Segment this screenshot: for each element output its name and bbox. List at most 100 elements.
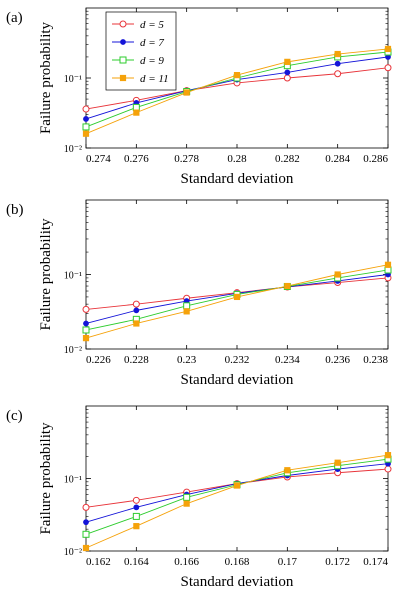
x-tick-label: 0.274 [86,153,111,165]
x-tick-label: 0.228 [124,354,149,366]
series-4 [82,452,392,552]
data-point [183,500,190,507]
x-axis-label: Standard deviation [181,574,294,590]
x-tick-label: 0.172 [325,556,350,568]
legend-entry: d = 5 [140,19,164,31]
y-tick-label: 10⁻¹ [64,475,82,486]
legend-marker [119,56,127,64]
data-point [384,64,392,72]
x-tick-label: 0.17 [278,556,298,568]
x-tick-label: 0.174 [363,556,388,568]
x-tick-label: 0.28 [227,153,247,165]
legend-box [105,11,177,91]
y-axis-label: Failure probability [38,422,54,535]
data-point [83,116,89,122]
panel-label: (c) [6,408,23,424]
x-tick-label: 0.23 [177,354,197,366]
x-tick-label: 0.164 [124,556,149,568]
data-point [284,467,291,474]
data-point [384,45,392,53]
plot-frame [85,199,389,350]
data-point [132,300,140,308]
y-tick-label: 10⁻¹ [64,74,82,85]
data-point [384,465,392,473]
data-point [233,293,241,301]
data-point [233,482,241,489]
data-point [82,530,90,538]
data-point [384,452,392,459]
y-tick-label: 10⁻² [64,345,82,356]
x-tick-label: 0.278 [174,153,199,165]
x-tick-label: 0.238 [363,354,388,366]
data-point [83,519,89,526]
data-point [334,70,342,78]
data-point [82,335,90,342]
data-point [284,282,291,290]
data-point [133,320,140,327]
data-point [334,60,341,67]
y-axis-label: Failure probability [38,218,54,331]
x-tick-label: 0.162 [86,556,111,568]
legend-marker [119,74,127,82]
y-tick-label: 10⁻² [64,144,82,155]
series-line [85,458,389,535]
chart-panel: 0.274 0.276 0.278 0.28 0.282 0.284 0.286 10⁻² 10… [6,7,392,187]
legend-entry: d = 7 [140,37,164,49]
series-line [85,454,389,549]
data-point [82,130,90,137]
data-point [132,512,140,520]
data-point [183,302,191,310]
x-tick-label: 0.236 [325,354,350,366]
data-point [83,320,89,327]
data-point [132,496,140,504]
x-axis-label: Standard deviation [181,171,294,187]
data-point [283,74,291,82]
data-point [82,544,90,552]
series-4 [82,261,392,342]
series-4 [82,45,392,137]
data-point [82,305,90,313]
data-point [133,109,140,116]
panel-label: (b) [6,202,24,218]
data-point [133,307,140,314]
series-line [85,264,389,339]
x-tick-label: 0.276 [124,153,149,165]
legend-entry: d = 11 [140,73,169,85]
x-tick-label: 0.234 [275,354,300,366]
panel-label: (a) [6,10,23,26]
data-point [183,89,190,96]
chart-panel: 0.162 0.164 0.166 0.168 0.17 0.172 0.174 10⁻² 10… [6,405,392,590]
legend-marker [119,20,127,28]
data-point [334,50,341,58]
x-tick-label: 0.168 [225,556,250,568]
legend-entry: d = 9 [140,55,164,67]
data-point [82,105,90,113]
data-point [233,72,241,79]
data-point [334,459,341,466]
series-2 [83,460,391,526]
x-tick-label: 0.284 [325,153,350,165]
data-point [183,308,190,315]
data-point [133,523,140,530]
data-point [384,261,392,268]
legend: d = 5 d = 7 d = 9 d = 11 [105,11,177,91]
x-axis-label: Standard deviation [181,372,294,388]
y-tick-label: 10⁻² [64,547,82,558]
x-tick-label: 0.232 [225,354,250,366]
x-tick-label: 0.286 [363,153,388,165]
x-tick-label: 0.282 [275,153,300,165]
x-tick-label: 0.166 [174,556,199,568]
data-point [82,503,90,511]
data-point [284,58,291,65]
plot-frame [85,405,389,552]
x-tick-label: 0.226 [86,354,111,366]
data-point [82,326,90,334]
data-point [334,271,341,278]
data-point [132,103,140,111]
data-point [82,123,90,131]
y-tick-label: 10⁻¹ [64,271,82,282]
data-point [183,493,191,501]
y-axis-label: Failure probability [38,21,54,134]
chart-panel: 0.226 0.228 0.23 0.232 0.234 0.236 0.238 10⁻² 10… [6,199,392,388]
